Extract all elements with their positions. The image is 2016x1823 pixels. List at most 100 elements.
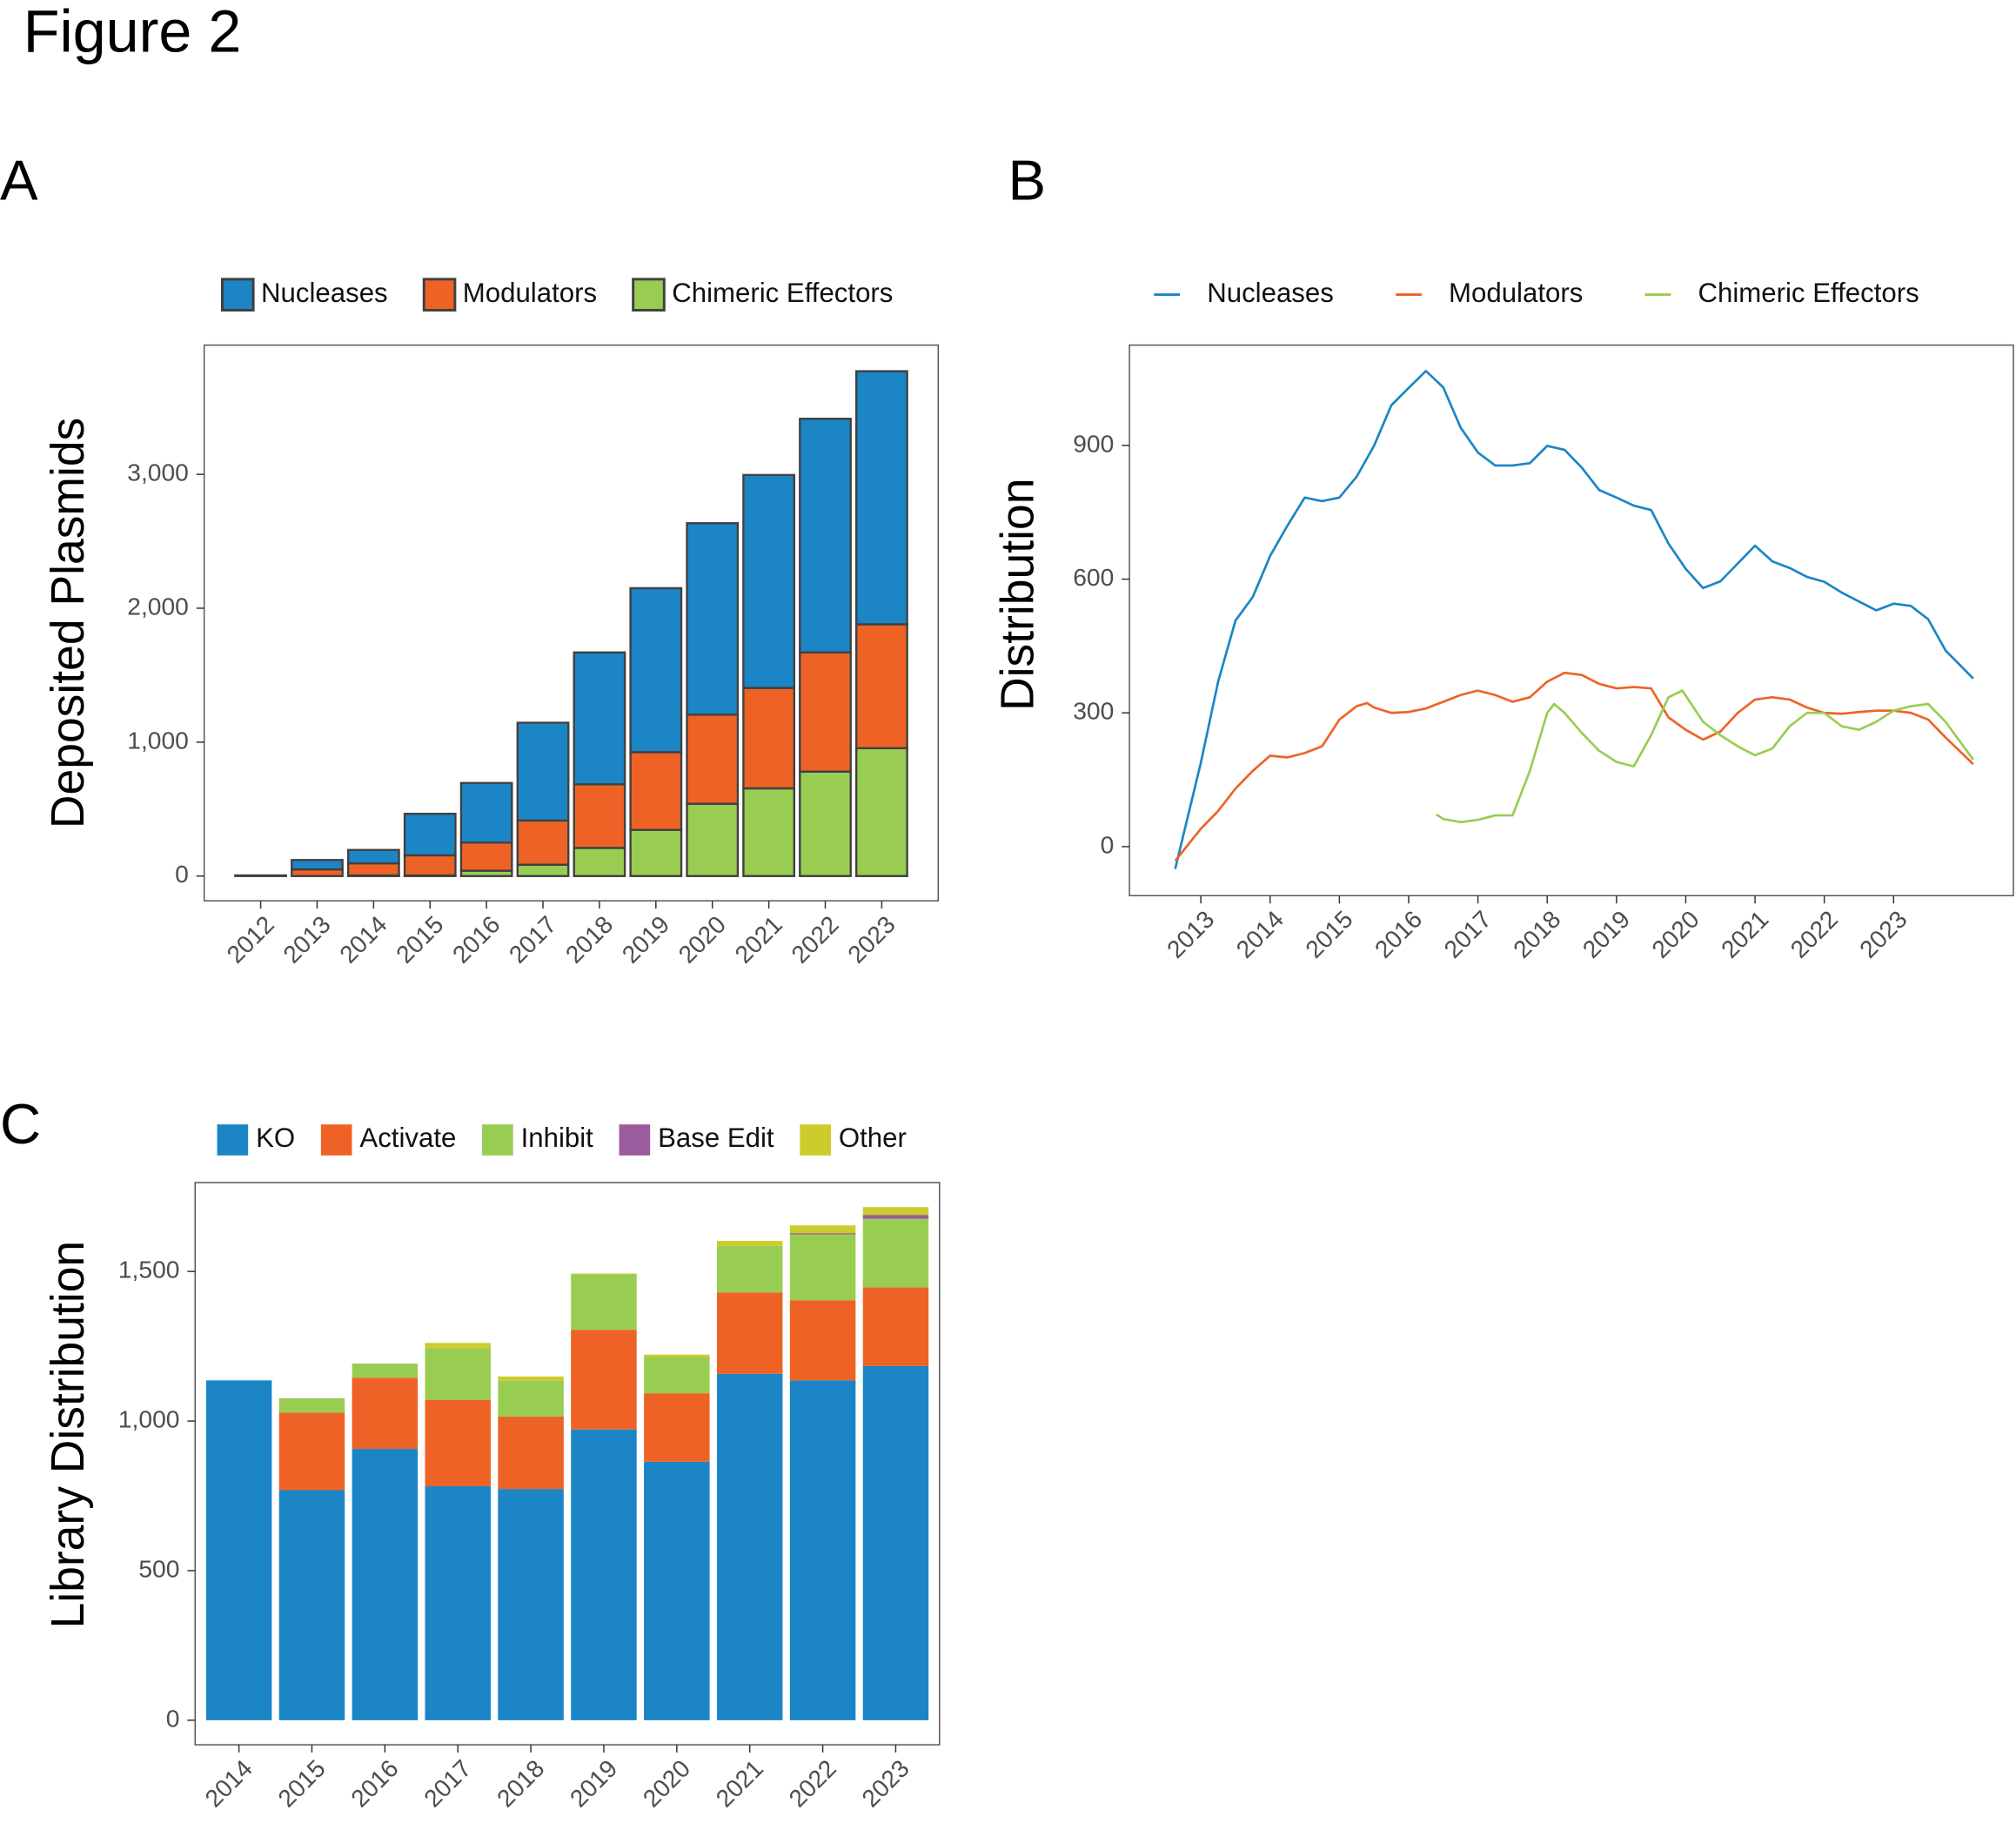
bar-segment [629,586,683,754]
x-tick-label: 2018 [559,910,618,968]
bar-segment [742,473,796,689]
legend-key [800,1124,831,1156]
legend-key [482,1124,513,1156]
bar-segment [498,1489,564,1720]
y-tick-label: 0 [175,860,189,888]
x-tick-label: 2021 [729,910,787,968]
bar-segment [234,874,287,877]
y-tick-label: 0 [1101,830,1115,858]
bar-segment [716,1245,783,1293]
legend-label: Nucleases [1207,278,1334,308]
x-tick-label: 2014 [1230,905,1289,963]
bar-segment [644,1393,710,1462]
x-tick-label: 2020 [637,1754,695,1813]
plot-border [1129,344,2014,897]
legend-label: Modulators [463,278,597,308]
bar-segment [498,1376,564,1381]
bar-segment [205,1380,272,1720]
legend-key [220,278,255,312]
bar-segment [425,1486,491,1720]
bar-segment [629,828,683,877]
bar-segment [644,1461,710,1720]
bar-segment [716,1241,783,1246]
x-tick-label: 2013 [278,910,336,968]
bar-segment [352,1449,419,1720]
bar-segment [789,1234,856,1301]
bar-segment [346,861,400,877]
series-line [1174,671,1974,862]
legend-key [320,1124,352,1156]
bar-segment [278,1397,345,1413]
bar-segment [571,1273,637,1275]
x-tick-label: 2018 [491,1754,549,1813]
bar-segment [498,1380,564,1417]
x-tick-label: 2017 [1438,905,1497,963]
x-tick-label: 2016 [1369,905,1427,963]
y-tick-label: 1,000 [127,726,189,754]
bar-segment [573,783,626,849]
x-tick-label: 2022 [783,1754,841,1813]
bar-segment [573,651,626,786]
x-tick-label: 2019 [1577,905,1635,963]
bar-segment [346,848,400,865]
y-axis-label: Library Distribution [43,1241,94,1629]
legend-label: Inhibit [521,1123,594,1153]
x-tick-label: 2016 [447,910,506,968]
y-axis-label: Distribution [992,479,1043,711]
panel-label: A [0,149,38,212]
y-tick-label: 900 [1073,429,1114,457]
x-tick-label: 2015 [272,1754,331,1813]
x-tick-label: 2023 [1854,905,1912,963]
bar-segment [352,1377,419,1450]
bar-segment [571,1429,637,1720]
x-tick-label: 2019 [564,1754,622,1813]
y-axis-label: Deposited Plasmids [43,418,94,828]
legend-label: Base Edit [658,1123,774,1153]
figure-title: Figure 2 [23,0,242,65]
bar-segment [644,1357,710,1394]
legend-label: Other [839,1123,907,1153]
legend-key [217,1124,249,1156]
x-tick-label: 2013 [1162,905,1220,963]
bar-segment [742,787,796,877]
bar-segment [799,418,852,653]
bar-segment [862,1207,929,1216]
bar-segment [855,747,908,877]
bar-segment [716,1292,783,1374]
bar-segment [789,1380,856,1720]
bar-segment [278,1412,345,1491]
x-tick-label: 2015 [391,910,449,968]
y-tick-label: 500 [138,1554,179,1582]
bar-segment [799,651,852,773]
bar-segment [571,1274,637,1330]
bar-segment [352,1364,419,1378]
bar-segment [425,1399,491,1487]
plot-border [194,1182,941,1746]
bar-segment [516,721,570,822]
bar-segment [716,1373,783,1720]
legend-key [632,278,666,312]
x-tick-label: 2017 [503,910,561,968]
x-tick-label: 2022 [1785,905,1843,963]
bar-segment [644,1354,710,1357]
bar-segment [742,687,796,790]
bar-segment [799,770,852,877]
series-line [1436,689,1974,824]
x-tick-label: 2021 [710,1754,768,1813]
bar-segment [571,1330,637,1430]
bar-segment [629,751,683,831]
x-tick-label: 2022 [786,910,844,968]
legend-key [619,1124,651,1156]
bar-segment [855,623,908,749]
x-tick-label: 2020 [1646,905,1705,963]
bar-segment [573,847,626,877]
bar-segment [862,1365,929,1720]
x-tick-label: 2020 [673,910,731,968]
x-tick-label: 2016 [345,1754,404,1813]
legend-label: Nucleases [261,278,388,308]
bar-segment [855,370,908,626]
bar-segment [425,1348,491,1400]
bar-segment [291,859,344,871]
legend-label: Chimeric Effectors [1698,278,1919,308]
